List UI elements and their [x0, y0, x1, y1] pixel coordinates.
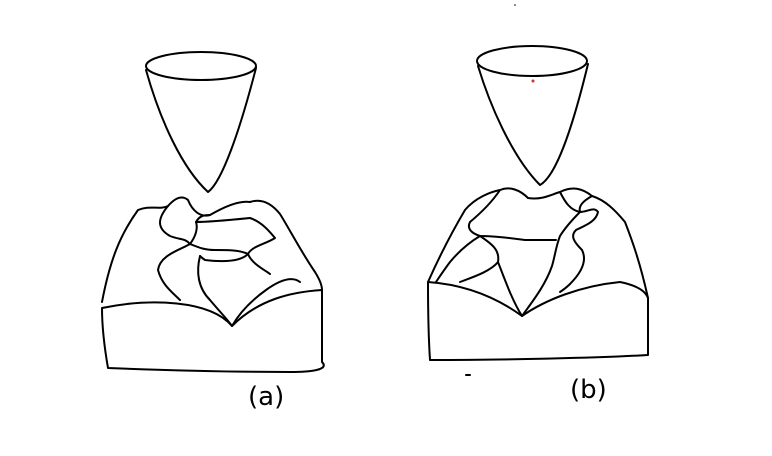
panel-b-base-slab: [427, 281, 649, 361]
panel-a-cone-body: [145, 67, 257, 193]
panel-a-grain-right: [195, 217, 276, 275]
panel-b-cone-rim: [476, 45, 588, 77]
panel-b-block-outline: [427, 187, 649, 299]
panel-b-grain-middle: [479, 235, 557, 241]
panel-a: (a): [101, 51, 325, 412]
stray-dot: [514, 4, 516, 6]
panel-a-grain-left: [157, 205, 191, 301]
panel-b-red-speck: [531, 79, 535, 83]
panel-a-grain-middle: [189, 243, 249, 255]
panel-a-label: (a): [248, 382, 284, 412]
panel-b-grain-center-left: [459, 235, 500, 283]
panel-a-grain-mid-seam: [199, 253, 249, 263]
panel-a-block: [101, 196, 325, 373]
panel-a-cone: [145, 51, 257, 193]
panel-a-grain-lower-left: [197, 255, 233, 327]
panel-b-grain-lower-left: [497, 261, 523, 317]
panel-b-block: [427, 187, 649, 361]
panel-b-grain-center-right: [521, 191, 581, 317]
panel-b-cone: [476, 45, 589, 186]
panel-a-grain-center-top: [189, 214, 211, 245]
panel-b-grain-right: [559, 195, 599, 293]
panel-a-cone-rim: [145, 51, 257, 81]
panel-b: (b): [427, 45, 649, 405]
panel-a-base-slab: [101, 289, 325, 373]
panel-b-label: (b): [570, 375, 607, 405]
panel-a-grain-lower-right: [231, 278, 301, 327]
panel-b-cone-body: [477, 63, 589, 186]
